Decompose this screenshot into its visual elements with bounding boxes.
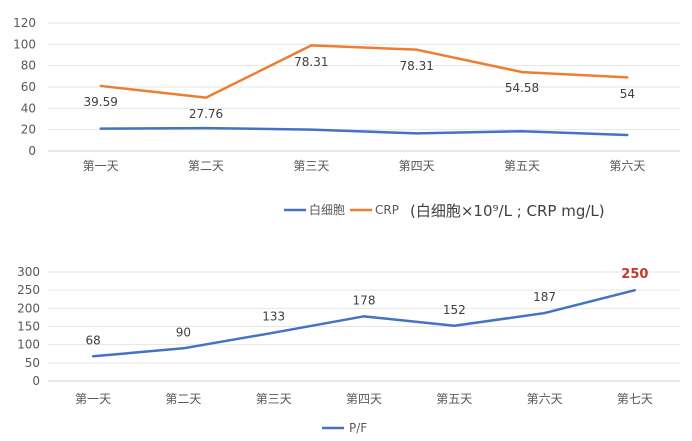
data-point — [626, 76, 629, 79]
y-tick-label: 100 — [13, 37, 36, 51]
x-tick-label: 第二天 — [165, 392, 201, 406]
data-point — [310, 44, 313, 47]
y-tick-label: 50 — [25, 356, 40, 370]
data-label: 133 — [262, 310, 285, 324]
legend-label: 白细胞 — [309, 202, 345, 217]
data-label: 152 — [443, 303, 466, 317]
x-tick-label: 第七天 — [617, 392, 653, 406]
data-point — [310, 128, 313, 131]
data-point — [633, 288, 637, 292]
data-point — [415, 132, 418, 135]
data-point — [453, 324, 456, 327]
x-tick-label: 第五天 — [436, 392, 472, 406]
data-label: 250 — [621, 267, 648, 282]
data-label: 78.31 — [399, 59, 433, 73]
data-label: 187 — [533, 290, 556, 304]
data-point — [204, 96, 208, 99]
series-line — [100, 44, 628, 99]
chart-bottom: 0 50 100 150 200 250 300 第一天 第二天 第三天 第四天 第五天 第六天 第七天 6… — [17, 265, 680, 435]
data-point — [543, 311, 546, 315]
chart-top: 0 20 40 60 80 100 120 第一天 第二天 第三天 第四天 第五天 第六天 39.59 27… — [13, 16, 680, 220]
x-tick-label: 第六天 — [609, 159, 645, 173]
x-tick-label: 第四天 — [346, 392, 382, 406]
data-point — [520, 70, 524, 74]
y-tick-label: 80 — [21, 59, 36, 73]
data-point — [91, 355, 95, 358]
data-label: 78.31 — [294, 55, 328, 69]
data-label: 39.59 — [83, 95, 117, 109]
legend-label: CRP — [375, 203, 399, 217]
data-label: 90 — [176, 325, 191, 339]
data-label: 54 — [620, 87, 635, 101]
data-label: 54.58 — [505, 81, 539, 95]
x-tick-label: 第一天 — [75, 392, 111, 406]
x-tick-label: 第五天 — [504, 159, 540, 173]
data-point — [626, 133, 629, 137]
y-tick-label: 300 — [17, 265, 40, 279]
y-tick-label: 20 — [21, 123, 36, 137]
x-tick-label: 第六天 — [527, 392, 563, 406]
data-label: 27.76 — [189, 107, 223, 121]
legend-label: P/F — [349, 421, 367, 435]
y-tick-label: 0 — [32, 374, 40, 388]
x-tick-label: 第一天 — [83, 159, 119, 173]
x-tick-label: 第四天 — [399, 159, 435, 173]
data-point — [204, 126, 208, 130]
data-point — [99, 84, 102, 88]
y-tick-label: 150 — [17, 320, 40, 334]
y-tick-label: 100 — [17, 338, 40, 352]
y-tick-label: 40 — [21, 101, 36, 115]
y-tick-label: 0 — [28, 144, 36, 158]
data-point — [415, 48, 418, 51]
unit-note: (白细胞×10⁹/L ; CRP mg/L) — [410, 202, 605, 220]
y-tick-label: 60 — [21, 80, 36, 94]
series-line — [100, 126, 628, 137]
data-label: 68 — [86, 333, 101, 347]
data-point — [362, 315, 366, 318]
data-point — [272, 331, 275, 334]
data-point — [182, 347, 185, 350]
y-tick-label: 200 — [17, 301, 40, 315]
y-tick-label: 250 — [17, 283, 40, 297]
data-label: 178 — [353, 293, 376, 307]
x-tick-label: 第三天 — [256, 392, 292, 406]
data-point — [520, 130, 524, 133]
x-tick-label: 第二天 — [188, 159, 224, 173]
x-tick-label: 第三天 — [293, 159, 329, 173]
data-point — [99, 127, 102, 130]
y-tick-label: 120 — [13, 16, 36, 30]
